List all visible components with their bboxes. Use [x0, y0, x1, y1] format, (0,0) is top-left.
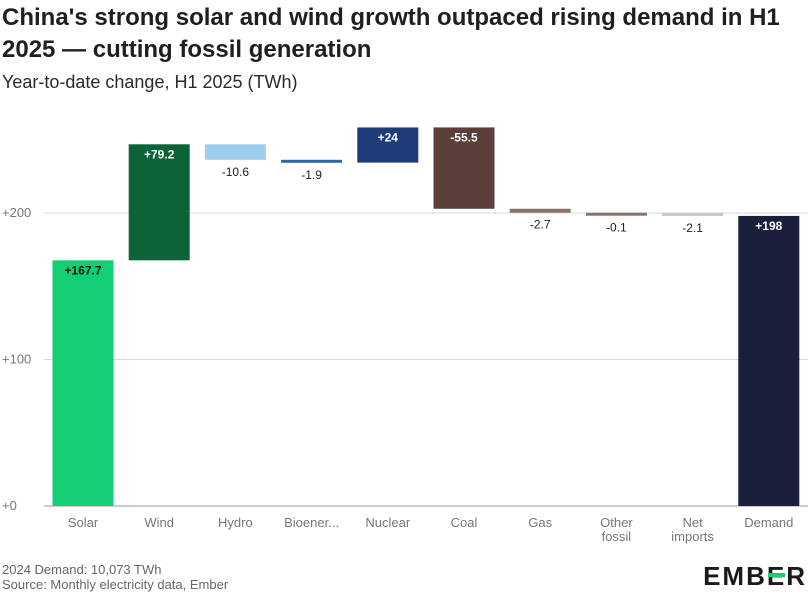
chart-subtitle: Year-to-date change, H1 2025 (TWh) — [2, 72, 298, 92]
x-tick-label: fossil — [602, 529, 632, 544]
x-tick-label: imports — [671, 529, 714, 544]
bar — [662, 212, 724, 216]
bar — [433, 127, 495, 209]
data-label: -2.1 — [682, 221, 703, 235]
x-tick-label: Coal — [451, 515, 478, 530]
x-tick-label: Nuclear — [365, 515, 410, 530]
x-tick-label: Bioener... — [284, 515, 339, 530]
source-note: Source: Monthly electricity data, Ember — [2, 577, 229, 592]
data-label: -55.5 — [450, 130, 478, 144]
data-label: +24 — [378, 130, 399, 144]
data-label: +167.7 — [64, 263, 101, 277]
x-tick-label: Solar — [68, 515, 99, 530]
bar — [128, 144, 190, 261]
data-label: +79.2 — [144, 147, 175, 161]
chart-title: China's strong solar and wind growth out… — [2, 4, 780, 63]
bar — [357, 127, 419, 163]
data-label: +198 — [755, 219, 782, 233]
bar — [281, 159, 343, 163]
bar — [204, 144, 266, 160]
y-tick-label: +100 — [2, 352, 31, 367]
data-label: -1.9 — [301, 168, 322, 182]
y-tick-label: +200 — [2, 205, 31, 220]
x-tick-label: Net — [682, 515, 703, 530]
data-label: -2.7 — [530, 218, 551, 232]
demand-note: 2024 Demand: 10,073 TWh — [2, 562, 162, 577]
bar — [585, 212, 647, 216]
x-tick-label: Wind — [144, 515, 174, 530]
y-tick-label: +0 — [2, 498, 17, 513]
x-tick-label: Gas — [528, 515, 552, 530]
bar — [509, 208, 571, 213]
bar — [52, 260, 114, 506]
x-tick-label: Hydro — [218, 515, 253, 530]
data-label: -0.1 — [606, 221, 627, 235]
bar — [738, 215, 800, 506]
x-tick-label: Other — [600, 515, 633, 530]
x-tick-label: Demand — [744, 515, 793, 530]
data-label: -10.6 — [222, 165, 250, 179]
ember-logo: EMBER — [703, 561, 807, 591]
